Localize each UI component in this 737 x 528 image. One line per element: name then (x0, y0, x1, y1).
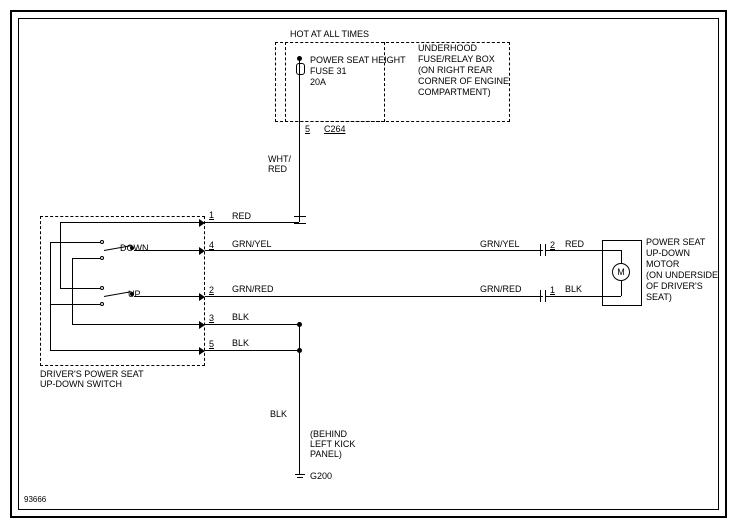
fuse-id: FUSE 31 (310, 67, 347, 77)
motor-l4: (ON UNDERSIDE (646, 271, 718, 281)
red-label: RED (232, 212, 251, 222)
t2a (100, 286, 104, 290)
pin4: 4 (209, 240, 214, 250)
sw-w1b (60, 288, 100, 289)
grnyel-label2: GRN/YEL (480, 240, 520, 250)
pin-m1: 1 (550, 285, 555, 295)
pin-m2: 2 (550, 240, 555, 250)
t1b (100, 256, 104, 260)
sw-w5b (50, 304, 100, 305)
wire-m1 (546, 296, 602, 297)
switch-box (40, 216, 205, 366)
sw-w4 (134, 250, 175, 251)
wire-pin2 (205, 296, 543, 297)
motor-l3: MOTOR (646, 260, 679, 270)
sw-w2 (134, 296, 175, 297)
blk2-label: BLK (565, 285, 582, 295)
grnred-label: GRN/RED (232, 285, 274, 295)
motor-l5: OF DRIVER'S (646, 282, 703, 292)
motor-l1: POWER SEAT (646, 238, 705, 248)
t2b (100, 302, 104, 306)
red2-label: RED (565, 240, 584, 250)
blk-join1 (297, 348, 302, 353)
wire-pin3 (205, 324, 299, 325)
fuse-symbol (299, 60, 300, 76)
blk-label1: BLK (232, 313, 249, 323)
fuse-section (285, 42, 385, 122)
relay-box-l3: (ON RIGHT REAR (418, 66, 492, 76)
motor-l6: SEAT) (646, 293, 672, 303)
wht-red-label: WHT/ RED (268, 155, 291, 175)
fuse-wire-down (299, 76, 300, 122)
motor-h1 (602, 250, 621, 251)
fuse-name: POWER SEAT HEIGHT (310, 56, 406, 66)
sw-w3v (72, 258, 73, 324)
ground-symbol (293, 474, 307, 484)
sw-pin5-arrow (175, 350, 200, 351)
sw-pin4-arrow (175, 250, 200, 251)
pin3: 3 (209, 313, 214, 323)
sw-w1 (60, 222, 175, 223)
sw-w5v (50, 242, 51, 350)
relay-box-l4: CORNER OF ENGINE (418, 77, 509, 87)
wire-pin1 (205, 222, 299, 223)
motor-l2: UP-DOWN (646, 249, 690, 259)
sw-pin2-arrow (175, 296, 200, 297)
blk-label3: BLK (270, 410, 287, 420)
relay-box-l1: UNDERHOOD (418, 44, 477, 54)
sw-pin3-arrow (175, 324, 200, 325)
grnyel-label: GRN/YEL (232, 240, 272, 250)
pin2: 2 (209, 285, 214, 295)
blk-label2: BLK (232, 339, 249, 349)
conn-c264: C264 (324, 125, 346, 135)
wire-m2 (546, 250, 602, 251)
blk-v (299, 324, 300, 474)
pin1: 1 (209, 210, 214, 220)
ground-id: G200 (310, 472, 332, 482)
motor-v2 (621, 281, 622, 296)
t1a (100, 240, 104, 244)
wire-pin5 (205, 350, 299, 351)
relay-box-l5: COMPARTMENT) (418, 88, 491, 98)
sw-w5a (50, 242, 100, 243)
ground-label: (BEHIND LEFT KICK PANEL) (310, 430, 355, 460)
sw-pin1-arrow (175, 222, 200, 223)
sw-w3 (72, 324, 175, 325)
hot-label: HOT AT ALL TIMES (290, 30, 369, 40)
sw-w1v (60, 222, 61, 288)
motor-h2 (602, 296, 621, 297)
sw-w5 (50, 350, 175, 351)
wire-c264 (299, 122, 300, 222)
conn-c264-pin: 5 (305, 125, 310, 135)
switch-label: DRIVER'S POWER SEAT UP-DOWN SWITCH (40, 370, 144, 390)
blk-join2 (297, 322, 302, 327)
doc-id: 93666 (24, 496, 46, 505)
sw-w3b (72, 258, 100, 259)
relay-box-l2: FUSE/RELAY BOX (418, 55, 495, 65)
motor-symbol: M (612, 263, 630, 281)
grnred-label2: GRN/RED (480, 285, 522, 295)
fuse-rating: 20A (310, 78, 326, 88)
wire-pin4 (205, 250, 543, 251)
pin5: 5 (209, 339, 214, 349)
motor-v1 (621, 250, 622, 264)
